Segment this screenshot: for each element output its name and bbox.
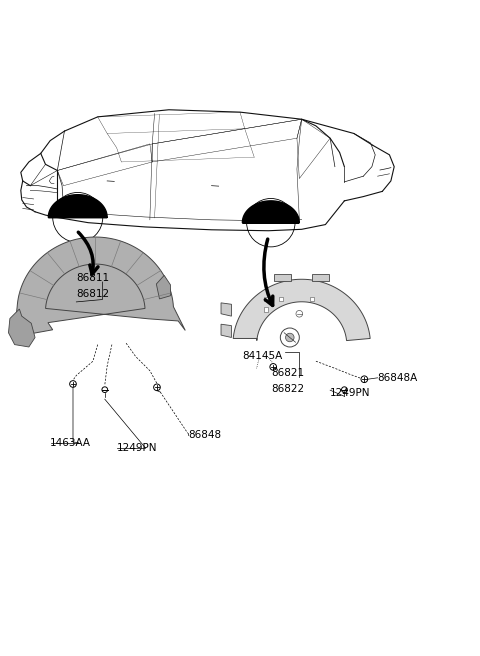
Text: 1249PN: 1249PN xyxy=(330,388,371,398)
Text: 1249PN: 1249PN xyxy=(117,443,157,453)
Text: 84145A: 84145A xyxy=(242,352,283,361)
Bar xyxy=(310,297,314,301)
Polygon shape xyxy=(233,279,370,340)
Polygon shape xyxy=(48,195,107,217)
Text: 86848: 86848 xyxy=(188,430,221,440)
Polygon shape xyxy=(274,274,291,281)
Polygon shape xyxy=(152,119,301,162)
Text: 86822: 86822 xyxy=(271,384,304,394)
Text: 86821: 86821 xyxy=(271,368,304,378)
Text: 86848A: 86848A xyxy=(378,373,418,383)
Polygon shape xyxy=(312,274,329,281)
Polygon shape xyxy=(15,237,185,335)
Bar xyxy=(264,308,268,312)
Polygon shape xyxy=(57,144,152,186)
Circle shape xyxy=(361,376,368,382)
Polygon shape xyxy=(242,201,300,222)
Polygon shape xyxy=(221,324,231,337)
Circle shape xyxy=(286,333,294,342)
Polygon shape xyxy=(9,309,35,347)
Circle shape xyxy=(70,380,76,387)
Circle shape xyxy=(102,387,108,392)
Circle shape xyxy=(154,384,160,390)
Circle shape xyxy=(296,310,302,317)
Polygon shape xyxy=(156,276,170,299)
Bar xyxy=(279,297,283,301)
Bar xyxy=(264,297,268,301)
Polygon shape xyxy=(221,303,231,316)
Text: 1463AA: 1463AA xyxy=(50,438,91,448)
Circle shape xyxy=(270,363,276,370)
Text: 86811: 86811 xyxy=(76,273,109,283)
Text: 86812: 86812 xyxy=(76,289,109,299)
Circle shape xyxy=(342,387,347,392)
Polygon shape xyxy=(297,119,330,178)
Circle shape xyxy=(280,328,300,347)
